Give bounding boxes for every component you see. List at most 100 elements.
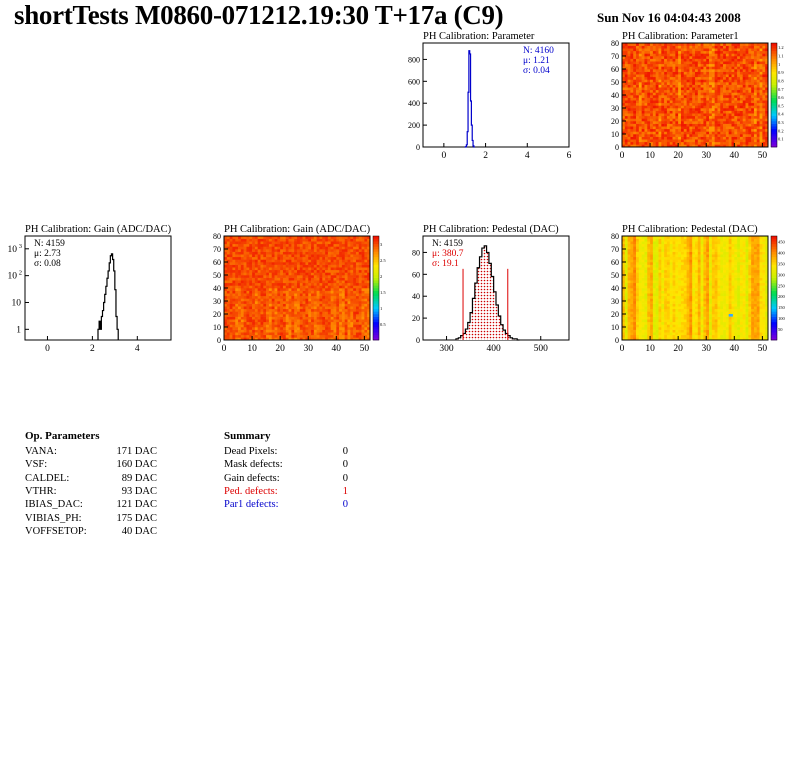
param-map-ytick-label: 30 <box>611 104 619 113</box>
ped-hist-xtick-label: 500 <box>534 344 549 354</box>
ped-map-colorbar-seg <box>771 264 777 268</box>
summary-value: 0 <box>342 459 348 471</box>
summary-label: Gain defects: <box>224 472 280 484</box>
gain-map-colorbar <box>372 235 380 341</box>
ped-map-ytick-label: 60 <box>611 258 619 267</box>
param-map-colorbar-label: 1 <box>778 62 780 67</box>
param-map-xtick-label: 30 <box>701 151 711 161</box>
param-hist-ytick-label: 200 <box>408 121 420 130</box>
ped-map-colorbar-seg <box>771 262 777 265</box>
ped-map-colorbar-seg <box>771 236 777 239</box>
param-hist-ytick-label: 800 <box>408 55 420 64</box>
ped-map-colorbar-seg <box>771 288 777 291</box>
gain-map-colorbar-label: 2.5 <box>380 258 386 263</box>
ped-map-cells <box>622 236 769 341</box>
param-map-colorbar-label: 0.8 <box>778 78 784 83</box>
gain-map-colorbar-seg <box>373 262 379 265</box>
op-param-value: 89 DAC <box>121 472 157 484</box>
param-map-xtick-label: 40 <box>730 151 740 161</box>
param-map-xtick-label: 10 <box>645 151 655 161</box>
param-map-colorbar-seg <box>771 87 777 91</box>
param-map-colorbar-seg <box>771 123 777 127</box>
gain-map-colorbar-seg <box>373 277 379 281</box>
param-map-colorbar-seg <box>771 97 777 101</box>
gain-map-cells <box>224 236 371 341</box>
param-hist-ytick-label: 400 <box>408 99 420 108</box>
param-map-xtick-label: 50 <box>758 151 768 161</box>
gain-hist-ytick-label: 1 <box>16 325 21 335</box>
param-map-colorbar-seg <box>771 144 777 148</box>
gain-hist-bar <box>100 329 101 340</box>
gain-map-ytick-label: 70 <box>213 245 221 254</box>
op-param-label: VIBIAS_PH: <box>25 512 82 524</box>
ped-map-colorbar-label: 100 <box>778 316 786 321</box>
gain-hist-ytick-label: 10 <box>12 298 22 308</box>
gain-map-plot: 0 10 20 30 40 50 0 10 20 30 40 50 60 70 80 0.5 1 1.5 2 2.5 3 <box>213 232 386 354</box>
op-param-label: CALDEL: <box>25 472 70 484</box>
gain-hist-xtick-label: 4 <box>135 344 140 354</box>
summary-value: 0 <box>342 499 348 511</box>
gain-map-xtick-label: 10 <box>247 344 257 354</box>
param-map-ytick-label: 20 <box>611 117 619 126</box>
param-hist-xtick-label: 0 <box>441 151 446 161</box>
gain-map-xtick-label: 30 <box>303 344 313 354</box>
param-map-colorbar-seg <box>771 82 777 85</box>
ped-map-colorbar-label: 300 <box>778 272 786 277</box>
param-map-colorbar-seg <box>771 45 777 49</box>
ped-map-colorbar-seg <box>771 311 777 315</box>
ped-hist-ytick-label: 0 <box>416 336 420 345</box>
gain-map-colorbar-seg <box>373 280 379 284</box>
summary-value: 0 <box>342 446 348 457</box>
ped-map-xtick-label: 40 <box>730 344 740 354</box>
ped-map-ytick-label: 80 <box>611 232 619 241</box>
gain-map-colorbar-seg <box>373 329 379 333</box>
ped-map-colorbar-label: 450 <box>778 239 786 244</box>
gain-map-colorbar-seg <box>373 316 379 320</box>
ped-map-colorbar-seg <box>771 241 777 245</box>
gain-hist-outline <box>97 253 119 340</box>
ped-map-ytick-label: 10 <box>611 323 619 332</box>
gain-map-colorbar-seg <box>373 327 379 330</box>
gain-map-colorbar-seg <box>373 259 379 263</box>
param-map-colorbar-seg <box>771 48 777 52</box>
ped-map-colorbar-seg <box>771 272 777 276</box>
param-map-colorbar-seg <box>771 134 777 137</box>
gain-map-ytick-label: 60 <box>213 258 221 267</box>
param-map-colorbar-seg <box>771 108 777 111</box>
param-map-colorbar-seg <box>771 89 777 93</box>
ped-hist-ytick-label: 80 <box>412 248 420 257</box>
page-title: shortTests M0860-071212.19:30 T+17a (C9) <box>14 0 504 30</box>
gain-hist-ytick-label: 10 <box>8 272 18 282</box>
param-map-colorbar-seg <box>771 56 777 59</box>
gain-map-colorbar-seg <box>373 319 379 323</box>
ped-map-colorbar-seg <box>771 319 777 323</box>
ped-map-colorbar-seg <box>771 295 777 299</box>
summary-value: 0 <box>342 472 348 484</box>
ped-map-colorbar-seg <box>771 249 777 252</box>
gain-map-colorbar-seg <box>373 290 379 294</box>
gain-map-colorbar-seg <box>373 285 379 289</box>
gain-hist-bar <box>109 263 110 340</box>
param-map-colorbar-label: 0.3 <box>778 120 784 125</box>
ped-map-ytick-label: 0 <box>615 336 619 345</box>
param-map-colorbar-seg <box>771 113 777 117</box>
date-stamp: Sun Nov 16 04:04:43 2008 <box>597 10 741 25</box>
param-hist-stat: N: 4160 <box>523 46 554 56</box>
gain-map-colorbar-seg <box>373 236 379 239</box>
ped-map-colorbar-seg <box>771 277 777 281</box>
ped-map-ytick-label: 30 <box>611 297 619 306</box>
ped-map-colorbar-seg <box>771 301 777 304</box>
param-map-colorbar-seg <box>771 100 777 104</box>
param-map-colorbar-label: 0.9 <box>778 70 784 75</box>
gain-map-colorbar-seg <box>373 298 379 302</box>
param-map-colorbar-label: 0.6 <box>778 95 784 100</box>
ped-map-colorbar-label: 200 <box>778 294 786 299</box>
summary-heading: Summary <box>224 430 271 442</box>
ped-map-xtick-label: 20 <box>673 344 683 354</box>
ped-map-colorbar-seg <box>771 269 777 273</box>
gain-map-ytick-label: 30 <box>213 297 221 306</box>
ped-map-colorbar-seg <box>771 303 777 307</box>
gain-map-colorbar-seg <box>373 311 379 315</box>
